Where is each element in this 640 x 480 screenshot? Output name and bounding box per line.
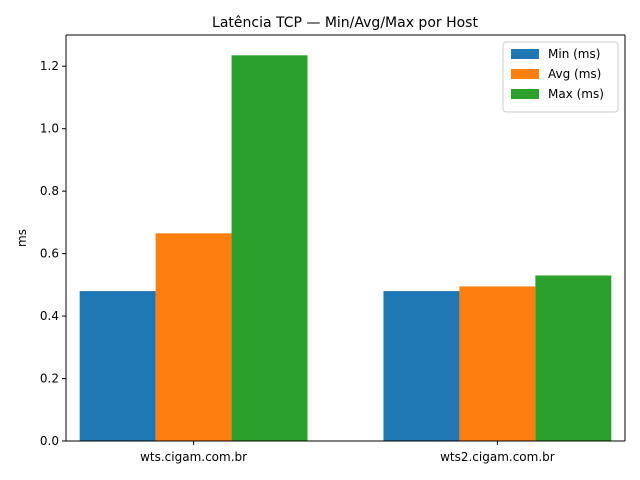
bar-1-1 [79,291,156,441]
legend-swatch-2 [511,69,539,79]
bar-3-1 [231,55,308,442]
bar-3-2 [535,275,612,441]
y-tick-label-5: 0.8 [40,184,59,198]
x-tick-label-2: wts2.cigam.com.br [440,450,555,464]
bars-layer [79,55,612,442]
legend-label-1: Min (ms) [548,47,600,61]
bar-2-2 [459,286,536,441]
bar-1-2 [383,291,460,441]
y-tick-label-4: 0.6 [40,247,59,261]
y-tick-label-6: 1.0 [40,122,59,136]
bar-2-1 [155,233,232,441]
y-axis-label: ms [15,229,29,247]
axes-layer: 0.0 0.2 0.4 0.6 0.8 1.0 1.2 wts.cigam.com.br wts… [40,34,626,464]
y-tick-label-7: 1.2 [40,59,59,73]
legend-label-3: Max (ms) [548,87,604,101]
legend: Min (ms) Avg (ms) Max (ms) [502,41,619,113]
chart-title: Latência TCP — Min/Avg/Max por Host [212,15,478,31]
legend-swatch-1 [511,49,539,59]
legend-label-2: Avg (ms) [548,67,601,81]
y-tick-label-2: 0.2 [40,372,59,386]
legend-swatch-3 [511,89,539,99]
x-tick-label-1: wts.cigam.com.br [140,450,247,464]
y-tick-label-1: 0.0 [40,434,59,448]
y-tick-label-3: 0.4 [40,309,59,323]
